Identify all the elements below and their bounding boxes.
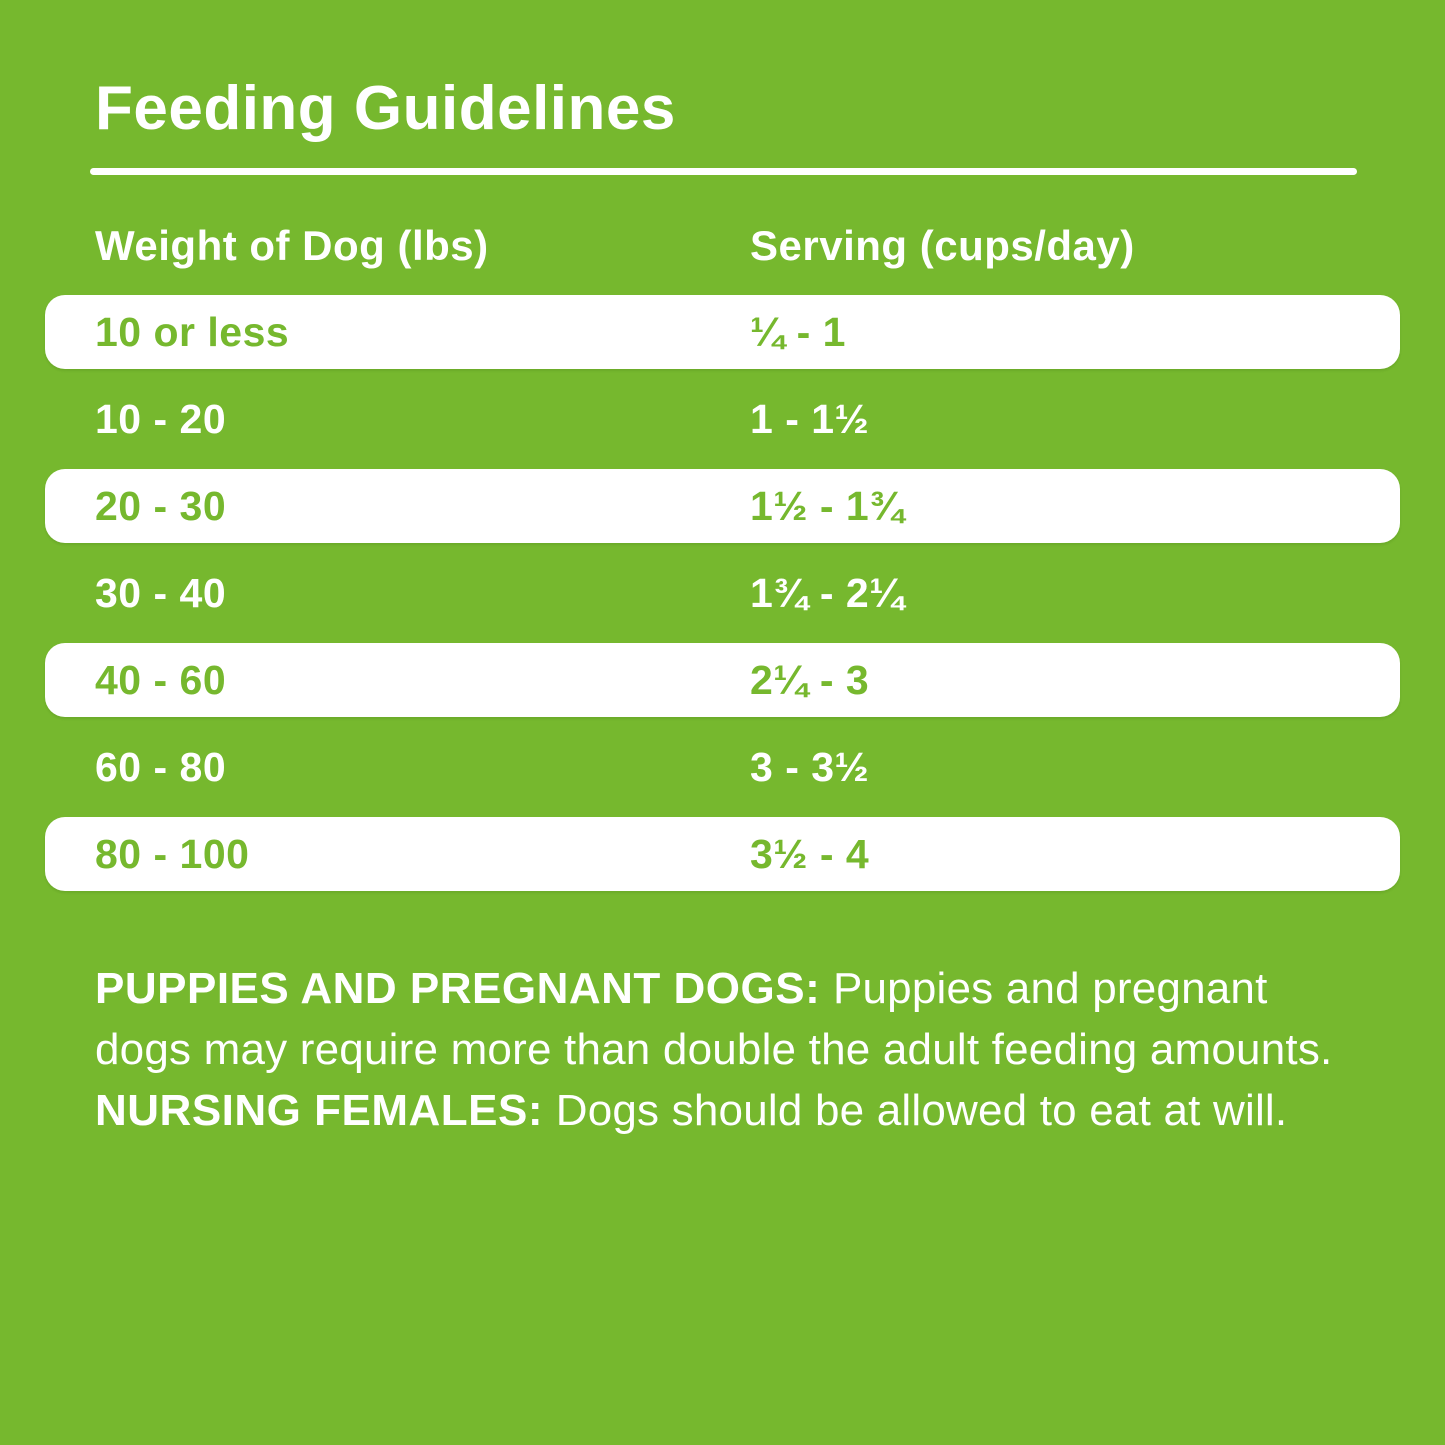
column-header-weight: Weight of Dog (lbs) <box>95 222 489 270</box>
table-row: 10 - 20 1 - 1½ <box>45 382 1400 456</box>
table-row: 20 - 30 1½ - 1¾ <box>45 469 1400 544</box>
table-row: 60 - 80 3 - 3½ <box>45 730 1400 804</box>
feeding-table: 10 or less ¼ - 1 10 - 20 1 - 1½ 20 - 30 1½ - … <box>45 295 1400 892</box>
weight-cell: 60 - 80 <box>95 743 227 790</box>
serving-cell: ¼ - 1 <box>750 308 846 355</box>
weight-cell: 10 - 20 <box>95 395 227 442</box>
page-title: Feeding Guidelines <box>95 74 676 143</box>
weight-cell: 40 - 60 <box>95 656 227 703</box>
weight-cell: 80 - 100 <box>95 830 250 877</box>
footnote-heading: PUPPIES AND PREGNANT DOGS: <box>95 964 833 1014</box>
weight-cell: 30 - 40 <box>95 569 227 616</box>
table-row: 80 - 100 3½ - 4 <box>45 817 1400 892</box>
table-header-row: Weight of Dog (lbs) Serving (cups/day) <box>45 222 1400 270</box>
column-header-serving: Serving (cups/day) <box>750 222 1135 270</box>
table-row: 40 - 60 2¼ - 3 <box>45 643 1400 718</box>
serving-cell: 1¾ - 2¼ <box>750 569 904 616</box>
serving-cell: 3 - 3½ <box>750 743 870 790</box>
serving-cell: 1 - 1½ <box>750 395 870 442</box>
feeding-guidelines-panel: Feeding Guidelines Weight of Dog (lbs) S… <box>45 74 1400 1141</box>
weight-cell: 20 - 30 <box>95 482 227 529</box>
footnote: PUPPIES AND PREGNANT DOGS: Puppies and p… <box>95 959 1350 1141</box>
title-divider <box>90 168 1357 176</box>
serving-cell: 1½ - 1¾ <box>750 482 904 529</box>
serving-cell: 2¼ - 3 <box>750 656 870 703</box>
serving-cell: 3½ - 4 <box>750 830 870 877</box>
table-row: 10 or less ¼ - 1 <box>45 295 1400 370</box>
footnote-text: Puppies and pregnant dogs may require mo… <box>95 964 1333 1074</box>
footnote-heading: NURSING FEMALES: <box>95 1085 556 1135</box>
table-row: 30 - 40 1¾ - 2¼ <box>45 556 1400 630</box>
weight-cell: 10 or less <box>95 308 290 355</box>
footnote-text: Dogs should be allowed to eat at will. <box>555 1085 1288 1135</box>
